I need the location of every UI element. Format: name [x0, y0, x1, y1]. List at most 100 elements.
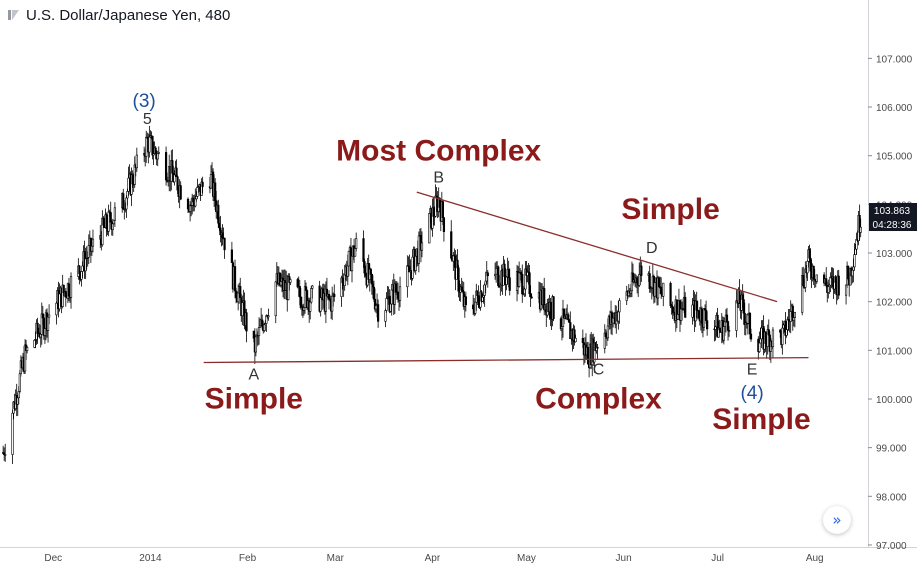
- candle-body: [530, 296, 533, 299]
- candle-body: [234, 290, 238, 298]
- candle-body: [528, 272, 531, 295]
- candle-body: [186, 198, 190, 210]
- candle-body: [390, 289, 393, 305]
- candle-body: [767, 329, 770, 336]
- x-tick-label: 2014: [139, 553, 162, 564]
- candle-body: [343, 274, 346, 286]
- candle: [859, 218, 862, 238]
- candle-body: [825, 278, 828, 286]
- candle-body: [331, 295, 334, 312]
- symbol-legend[interactable]: U.S. Dollar/Japanese Yen, 480: [8, 5, 235, 25]
- candle-body: [148, 136, 151, 153]
- candle: [428, 213, 431, 244]
- candle: [149, 130, 152, 139]
- candle: [847, 265, 850, 282]
- candle: [675, 299, 678, 329]
- symbol-title: U.S. Dollar/Japanese Yen, 480: [26, 6, 231, 24]
- candle: [603, 324, 606, 354]
- candle: [107, 204, 110, 237]
- candle-body: [299, 296, 302, 308]
- candle-body: [604, 332, 607, 337]
- candle: [596, 344, 599, 360]
- candle: [3, 447, 6, 461]
- candle-body: [16, 397, 19, 405]
- candle-body: [420, 242, 424, 251]
- candle-body: [859, 226, 862, 233]
- candle-body: [385, 298, 388, 311]
- candle-body: [758, 342, 761, 352]
- candle-body: [195, 196, 198, 200]
- candle-body: [135, 154, 138, 169]
- candle-body: [156, 153, 159, 160]
- candle: [4, 443, 7, 462]
- candle: [549, 298, 552, 327]
- candle-body: [691, 304, 694, 318]
- candle-body: [852, 266, 855, 271]
- candle-body: [735, 300, 738, 331]
- candle-body: [107, 211, 110, 232]
- candle: [385, 292, 388, 313]
- candle: [133, 156, 136, 188]
- candle-body: [782, 324, 785, 329]
- candle-body: [411, 256, 414, 279]
- candle-body: [617, 311, 620, 322]
- candle-body: [428, 213, 431, 244]
- candle: [55, 301, 58, 325]
- last-price-label: 103.863: [874, 206, 911, 217]
- candle-body: [84, 258, 87, 272]
- candle: [301, 304, 305, 318]
- candle-body: [131, 174, 134, 185]
- candle: [706, 311, 709, 336]
- candle: [694, 294, 697, 328]
- candle: [221, 224, 224, 246]
- candle: [23, 339, 27, 374]
- wave-label: D: [646, 240, 658, 257]
- candle: [311, 284, 314, 299]
- candle-body: [742, 299, 745, 314]
- candle-body: [503, 263, 506, 277]
- candle: [474, 301, 477, 316]
- candle: [735, 290, 738, 338]
- last-price-badge: [869, 203, 917, 218]
- candle-body: [58, 293, 61, 310]
- trendline-a-c-e[interactable]: [203, 356, 809, 364]
- candle: [460, 277, 463, 292]
- candle-body: [43, 328, 47, 336]
- candle: [113, 202, 116, 227]
- candle: [801, 267, 804, 316]
- candle-body: [125, 197, 128, 210]
- candle: [505, 275, 508, 291]
- candle-body: [371, 283, 374, 288]
- scroll-to-realtime-button[interactable]: »: [823, 506, 851, 534]
- candle: [640, 261, 643, 282]
- candle: [530, 293, 533, 299]
- candle: [793, 311, 796, 328]
- candle-body: [33, 339, 36, 348]
- complexity-annotation: Simple: [712, 403, 810, 436]
- candle: [398, 276, 402, 308]
- candle-body: [567, 314, 570, 321]
- candle: [552, 295, 555, 322]
- candle: [442, 216, 446, 242]
- candle-body: [481, 296, 484, 302]
- candle: [702, 308, 706, 331]
- trendline-b-d[interactable]: [416, 191, 778, 303]
- candle: [209, 165, 213, 190]
- candle: [42, 313, 45, 340]
- candle: [201, 176, 204, 194]
- candle-body: [722, 326, 725, 341]
- candle: [802, 266, 805, 289]
- candle: [815, 274, 818, 284]
- candle-body: [771, 329, 775, 348]
- candle: [196, 178, 199, 199]
- candle-body: [417, 235, 420, 264]
- candle: [586, 341, 590, 365]
- candle-body: [660, 286, 663, 295]
- candle-body: [310, 288, 313, 303]
- collapse-legend-icon[interactable]: [8, 9, 20, 21]
- candle-body: [126, 191, 129, 199]
- candle: [408, 254, 411, 273]
- candle-body: [508, 277, 511, 291]
